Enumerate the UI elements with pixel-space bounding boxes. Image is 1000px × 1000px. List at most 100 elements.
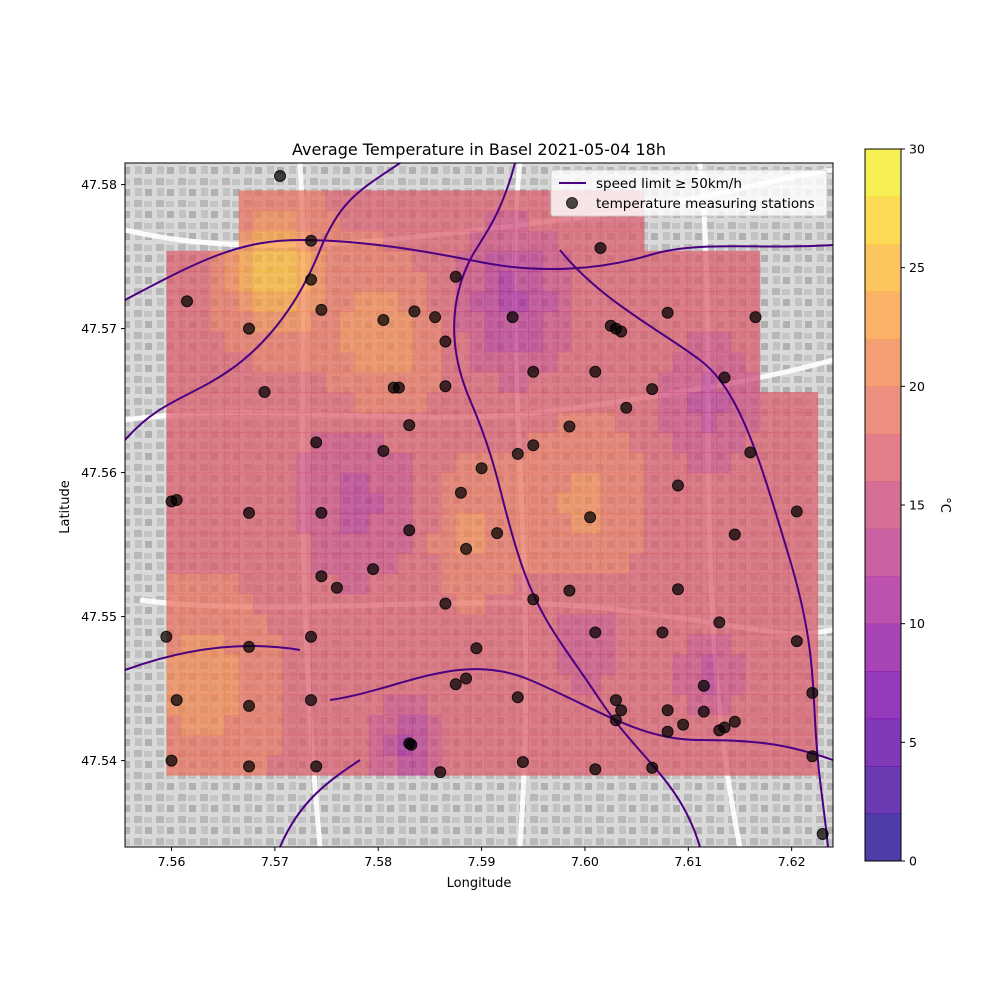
heatmap-cell xyxy=(542,311,558,333)
heatmap-cell xyxy=(209,492,225,514)
heatmap-cell xyxy=(224,492,240,514)
heatmap-cell xyxy=(325,512,341,534)
heatmap-cell xyxy=(209,674,225,695)
heatmap-cell xyxy=(687,412,703,433)
x-tick-label: 7.61 xyxy=(674,854,702,869)
heatmap-cell xyxy=(441,210,457,232)
heatmap-cell xyxy=(441,512,457,534)
station-marker xyxy=(615,704,628,717)
heatmap-cell xyxy=(253,754,269,776)
heatmap-cell xyxy=(774,472,790,494)
heatmap-cell xyxy=(325,714,341,736)
heatmap-cell xyxy=(397,250,413,272)
heatmap-cell xyxy=(687,754,703,776)
heatmap-cell xyxy=(383,452,399,474)
heatmap-cell xyxy=(383,754,399,776)
heatmap-cell xyxy=(296,553,312,574)
heatmap-cell xyxy=(166,512,182,534)
heatmap-cell xyxy=(528,291,544,312)
heatmap-cell xyxy=(759,452,775,474)
colorbar: 0 5 10 15 20 25 30 °C xyxy=(864,142,952,869)
heatmap-cell xyxy=(209,452,225,474)
heatmap-cell xyxy=(774,391,790,413)
heatmap-cell xyxy=(253,432,269,454)
heatmap-cell xyxy=(354,452,370,474)
heatmap-cell xyxy=(296,754,312,776)
y-tick-label: 47.55 xyxy=(81,609,117,624)
heatmap-cell xyxy=(803,452,819,474)
heatmap-cell xyxy=(311,674,327,695)
station-marker xyxy=(439,597,452,610)
x-tick-label: 7.60 xyxy=(571,854,599,869)
heatmap-cell xyxy=(209,432,225,454)
heatmap-cell xyxy=(166,533,182,554)
heatmap-cell xyxy=(629,331,645,353)
heatmap-cell xyxy=(267,472,283,494)
heatmap-cell xyxy=(354,613,370,635)
heatmap-cell xyxy=(311,593,327,615)
heatmap-cell xyxy=(730,371,746,393)
heatmap-cell xyxy=(426,633,442,655)
heatmap-cell xyxy=(803,734,819,756)
heatmap-cell xyxy=(470,533,486,554)
heatmap-cell xyxy=(441,472,457,494)
heatmap-cell xyxy=(470,291,486,312)
heatmap-cell xyxy=(325,754,341,776)
heatmap-cell xyxy=(470,412,486,433)
heatmap-cell xyxy=(745,734,761,756)
heatmap-cell xyxy=(658,533,674,554)
heatmap-cell xyxy=(701,351,717,373)
heatmap-cell xyxy=(224,472,240,494)
heatmap-cell xyxy=(325,412,341,433)
heatmap-cell xyxy=(745,754,761,776)
station-marker xyxy=(475,462,488,475)
heatmap-cell xyxy=(484,754,500,776)
heatmap-cell xyxy=(383,573,399,595)
heatmap-cell xyxy=(441,230,457,252)
heatmap-cell xyxy=(542,734,558,756)
heatmap-cell xyxy=(354,694,370,716)
heatmap-cell xyxy=(528,492,544,514)
heatmap-cell xyxy=(282,472,298,494)
heatmap-cell xyxy=(730,694,746,716)
colorbar-band xyxy=(865,623,901,672)
heatmap-cell xyxy=(195,472,211,494)
heatmap-cell xyxy=(224,754,240,776)
heatmap-cell xyxy=(383,472,399,494)
station-marker xyxy=(671,583,684,596)
heatmap-cell xyxy=(180,371,196,393)
heatmap-cell xyxy=(557,593,573,615)
heatmap-cell xyxy=(267,432,283,454)
heatmap-cell xyxy=(325,271,341,292)
heatmap-cell xyxy=(311,311,327,333)
heatmap-cell xyxy=(687,432,703,454)
heatmap-cell xyxy=(267,250,283,272)
heatmap-cell xyxy=(701,291,717,312)
heatmap-cell xyxy=(585,331,602,353)
heatmap-cell xyxy=(224,271,240,292)
heatmap-cell xyxy=(455,654,471,675)
heatmap-cell xyxy=(195,351,211,373)
heatmap-cell xyxy=(282,553,298,574)
heatmap-cell xyxy=(571,633,587,655)
station-marker xyxy=(470,642,483,655)
heatmap-cell xyxy=(470,472,486,494)
heatmap-cell xyxy=(470,351,486,373)
x-tick-label: 7.57 xyxy=(261,854,289,869)
heatmap-cell xyxy=(325,190,341,212)
heatmap-cell xyxy=(600,553,616,574)
heatmap-cell xyxy=(687,613,703,635)
colorbar-bands xyxy=(865,149,901,862)
station-marker xyxy=(620,401,633,414)
heatmap-cell xyxy=(267,633,283,655)
heatmap-cell xyxy=(484,271,500,292)
heatmap-cell xyxy=(267,492,283,514)
heatmap-cell xyxy=(354,351,370,373)
heatmap-cell xyxy=(339,250,356,272)
heatmap-cell xyxy=(745,573,761,595)
heatmap-cell xyxy=(745,412,761,433)
heatmap-cell xyxy=(282,331,298,353)
heatmap-cell xyxy=(470,573,486,595)
heatmap-cell xyxy=(238,714,254,736)
